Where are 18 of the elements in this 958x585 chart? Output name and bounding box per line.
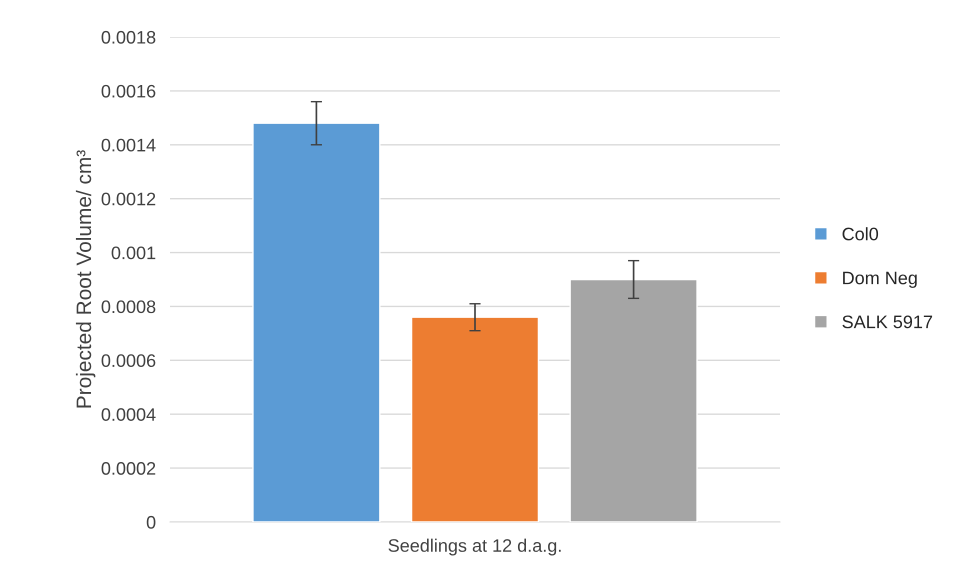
y-tick-label: 0.0018 <box>102 30 156 44</box>
y-tick-label: 0.0016 <box>102 84 156 98</box>
y-tick-label: 0 <box>146 516 156 529</box>
legend-label: Dom Neg <box>843 272 917 288</box>
bar <box>410 316 540 522</box>
y-tick-label: 0.0004 <box>102 408 156 421</box>
bar <box>252 122 381 522</box>
y-tick-label: 0.001 <box>112 246 156 260</box>
legend-label: SALK 5917 <box>842 315 932 328</box>
y-tick-label: 0.0006 <box>102 354 156 368</box>
y-tick-label: 0.0008 <box>102 300 156 314</box>
y-tick-label: 0.0002 <box>102 462 156 475</box>
x-tick-label: Seedlings at 12 d.a.g. <box>388 538 561 556</box>
legend-label: Col0 <box>842 227 878 240</box>
y-tick-label: 0.0014 <box>102 138 156 152</box>
y-axis-title: Projected Root Volume/ cm³ <box>76 150 96 408</box>
y-tick-label: 0.0012 <box>102 192 156 206</box>
bar <box>569 278 698 522</box>
